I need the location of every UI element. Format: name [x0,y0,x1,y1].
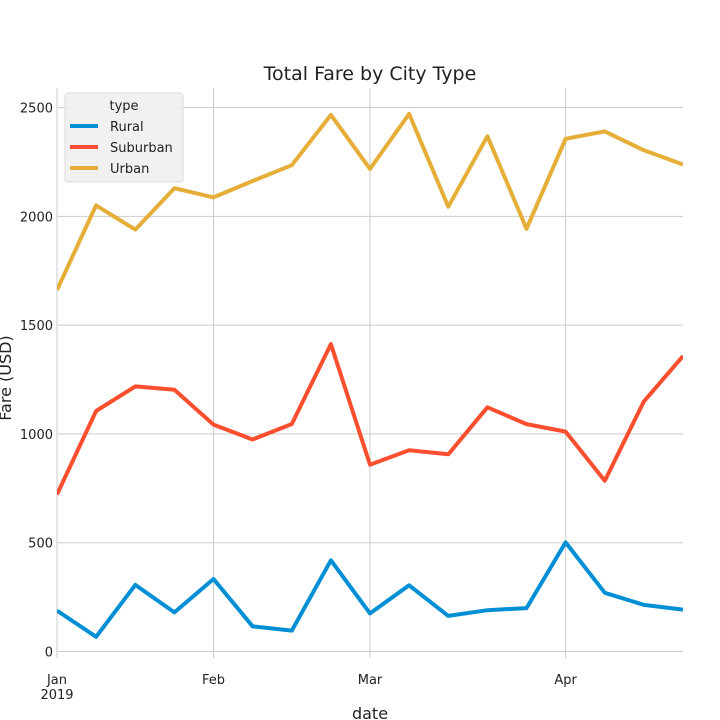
legend: type Rural Suburban Urban [64,92,184,183]
x-tick-sublabel: 2019 [40,688,73,703]
y-axis-label: Fare (USD) [0,335,15,420]
series-line-suburban [57,342,683,496]
y-gridlines [57,107,683,652]
y-tick-label: 500 [28,537,53,552]
chart-title: Total Fare by City Type [263,63,477,85]
legend-label-urban: Urban [110,162,149,177]
legend-label-suburban: Suburban [110,141,173,156]
series-lines [57,111,683,639]
x-tick-label: Apr [554,673,577,688]
y-tick-label: 2500 [20,102,53,117]
x-gridlines [56,88,567,658]
y-tick-label: 0 [45,645,53,660]
x-axis-label: date [352,704,388,720]
series-line-rural [57,540,683,639]
legend-items: Rural Suburban Urban [70,120,173,177]
legend-label-rural: Rural [110,120,144,135]
legend-title: type [109,99,138,114]
legend-box [64,92,184,183]
series-line-urban [57,111,683,291]
x-tick-label: Feb [202,673,225,688]
x-tick-label: Mar [358,673,383,688]
y-tick-label: 1500 [20,319,53,334]
x-tick-label: Jan [46,673,67,688]
y-tick-label: 2000 [20,210,53,225]
y-tick-labels: 0 500 1000 1500 2000 2500 [20,102,53,661]
y-tick-label: 1000 [20,428,53,443]
